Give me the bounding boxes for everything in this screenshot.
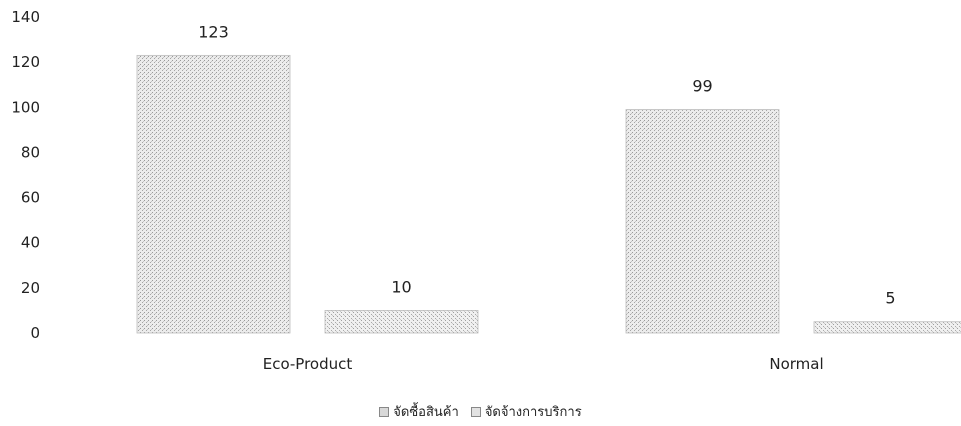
y-tick-label: 0: [30, 324, 40, 342]
y-tick-label: 80: [21, 143, 40, 161]
data-labels: 123 10 99 5: [198, 22, 895, 307]
x-axis: Eco-Product Normal: [263, 355, 824, 373]
y-axis: 0 20 40 60 80 100 120 140: [11, 8, 40, 342]
bar: [625, 109, 780, 334]
legend-swatch: [470, 406, 481, 417]
y-tick-label: 140: [11, 8, 40, 26]
bar: [136, 54, 291, 334]
legend-item: จัดจ้างการบริการ: [470, 401, 582, 422]
x-tick-label: Normal: [769, 355, 823, 373]
bars: [136, 54, 961, 334]
legend-swatch: [379, 406, 390, 417]
bar: [324, 310, 479, 334]
legend-item: จัดซื้อสินค้า: [379, 401, 459, 422]
y-tick-label: 100: [11, 98, 40, 116]
data-label: 5: [885, 289, 895, 308]
data-label: 123: [198, 22, 229, 41]
legend-label: จัดจ้างการบริการ: [484, 405, 582, 420]
data-label: 10: [391, 277, 411, 296]
legend: จัดซื้อสินค้า จัดจ้างการบริการ: [0, 401, 961, 422]
x-tick-label: Eco-Product: [263, 355, 353, 373]
y-tick-label: 120: [11, 53, 40, 71]
data-label: 99: [692, 77, 712, 96]
legend-label: จัดซื้อสินค้า: [393, 405, 459, 420]
y-tick-label: 20: [21, 279, 40, 297]
y-tick-label: 40: [21, 234, 40, 252]
y-tick-label: 60: [21, 189, 40, 207]
bar: [813, 321, 961, 334]
